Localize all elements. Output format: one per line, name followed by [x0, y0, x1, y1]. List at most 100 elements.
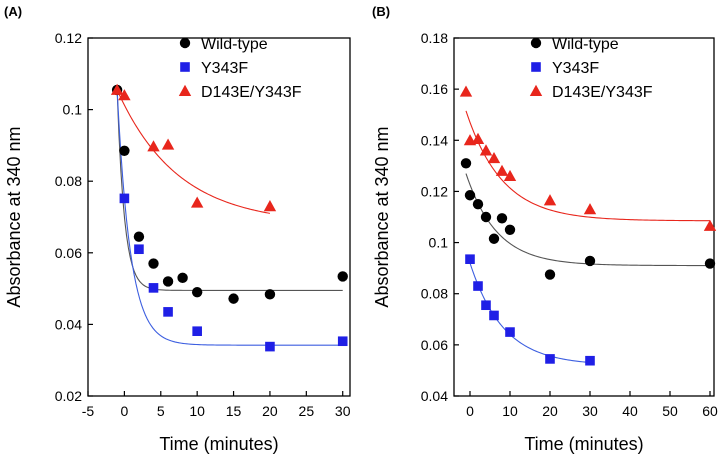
x-tick-label: 30 [582, 403, 598, 419]
data-point [479, 144, 493, 156]
data-point [585, 355, 595, 366]
legend-entry: Wild-type [552, 36, 619, 53]
data-point [503, 169, 517, 182]
y-tick-label: 0.12 [421, 183, 448, 199]
x-tick-label: 50 [662, 403, 678, 419]
y-axis-label: Absorbance at 340 nm [372, 126, 392, 307]
y-tick-label: 0.08 [421, 286, 448, 302]
data-point [545, 354, 555, 364]
fit-curve-2 [465, 110, 711, 222]
y-tick-label: 0.02 [55, 388, 82, 404]
x-axis-label: Time (minutes) [524, 434, 643, 454]
data-point [162, 276, 174, 287]
legend-marker [529, 84, 543, 96]
data-point [459, 85, 473, 97]
panel-label: (B) [372, 4, 390, 19]
data-point [337, 271, 348, 282]
data-point [264, 289, 276, 300]
data-point [263, 200, 277, 212]
legend-entry: Y343F [552, 60, 599, 77]
legend-entry: D143E/Y343F [552, 84, 653, 101]
data-point [190, 196, 204, 208]
data-point [495, 164, 509, 176]
data-point [110, 83, 124, 95]
legend-marker [530, 37, 542, 49]
data-point [460, 158, 472, 169]
data-point [504, 224, 516, 235]
x-tick-label: 20 [262, 403, 278, 419]
data-point [473, 281, 483, 291]
data-point [487, 151, 501, 164]
data-point [505, 327, 515, 337]
x-tick-label: 60 [702, 403, 718, 419]
data-point [543, 194, 557, 206]
x-axis-label: Time (minutes) [159, 434, 278, 454]
y-tick-label: 0.12 [55, 30, 82, 46]
x-tick-label: 10 [502, 403, 518, 419]
y-axis-label: Absorbance at 340 nm [4, 126, 24, 307]
data-point [496, 213, 508, 224]
x-tick-label: -5 [82, 403, 95, 419]
y-tick-label: 0.06 [55, 245, 82, 261]
fit-curve-2 [116, 89, 271, 214]
y-tick-label: 0.14 [421, 132, 448, 148]
y-tick-label: 0.08 [55, 173, 82, 189]
data-point [265, 341, 275, 352]
plot-frame [453, 37, 715, 397]
data-point [192, 326, 202, 336]
data-point [147, 140, 160, 152]
data-point [465, 254, 475, 264]
plot-frame [87, 37, 351, 397]
panel-a: (A) -5 0 5 10 15 20 25 30 0.02 0.04 0.06 0.08 0.1 0.12… [4, 4, 351, 454]
data-point [583, 203, 597, 215]
x-tick-label: 5 [157, 403, 165, 419]
data-point [480, 211, 492, 223]
data-point [337, 336, 348, 347]
data-point [584, 255, 596, 267]
data-point [544, 269, 556, 280]
x-tick-label: 0 [120, 403, 128, 419]
data-point [481, 300, 491, 311]
data-point [489, 310, 499, 321]
data-point [464, 190, 476, 201]
x-tick-label: 20 [542, 403, 558, 419]
x-tick-label: 30 [335, 403, 351, 419]
data-point [148, 258, 159, 269]
x-tick-label: 25 [299, 403, 315, 419]
data-point [177, 272, 188, 284]
y-tick-label: 0.06 [421, 337, 448, 353]
fit-curve-1 [469, 262, 591, 364]
x-tick-label: 40 [622, 403, 638, 419]
data-point [119, 145, 130, 156]
data-point [704, 258, 716, 269]
y-tick-label: 0.04 [421, 388, 448, 404]
panel-b: (B) 0 10 20 30 40 50 60 0.04 0.06 0.08 0.1 0.12 0.14 0… [372, 4, 718, 454]
data-point [488, 233, 500, 244]
y-tick-label: 0.18 [421, 30, 448, 46]
x-tick-label: 0 [466, 403, 474, 419]
x-tick-label: 15 [226, 403, 242, 419]
data-point [134, 244, 144, 255]
x-tick-label: 10 [189, 403, 205, 419]
data-point [472, 199, 484, 210]
data-point [191, 286, 203, 298]
y-tick-label: 0.1 [429, 235, 449, 251]
legend-marker [180, 62, 190, 72]
fit-curve-1 [116, 89, 343, 346]
data-point [228, 293, 239, 304]
data-point [161, 138, 175, 150]
data-point [118, 89, 131, 101]
y-tick-label: 0.1 [63, 102, 83, 118]
legend-marker [179, 37, 191, 49]
data-point [148, 283, 159, 293]
legend-marker [178, 84, 192, 96]
legend-entry: D143E/Y343F [201, 84, 302, 101]
data-point [471, 132, 485, 144]
y-tick-label: 0.04 [55, 316, 82, 332]
legend-marker [531, 62, 541, 72]
legend-entry: Wild-type [201, 36, 268, 53]
data-point [163, 307, 173, 317]
panel-label: (A) [4, 4, 22, 19]
data-point [119, 193, 130, 204]
